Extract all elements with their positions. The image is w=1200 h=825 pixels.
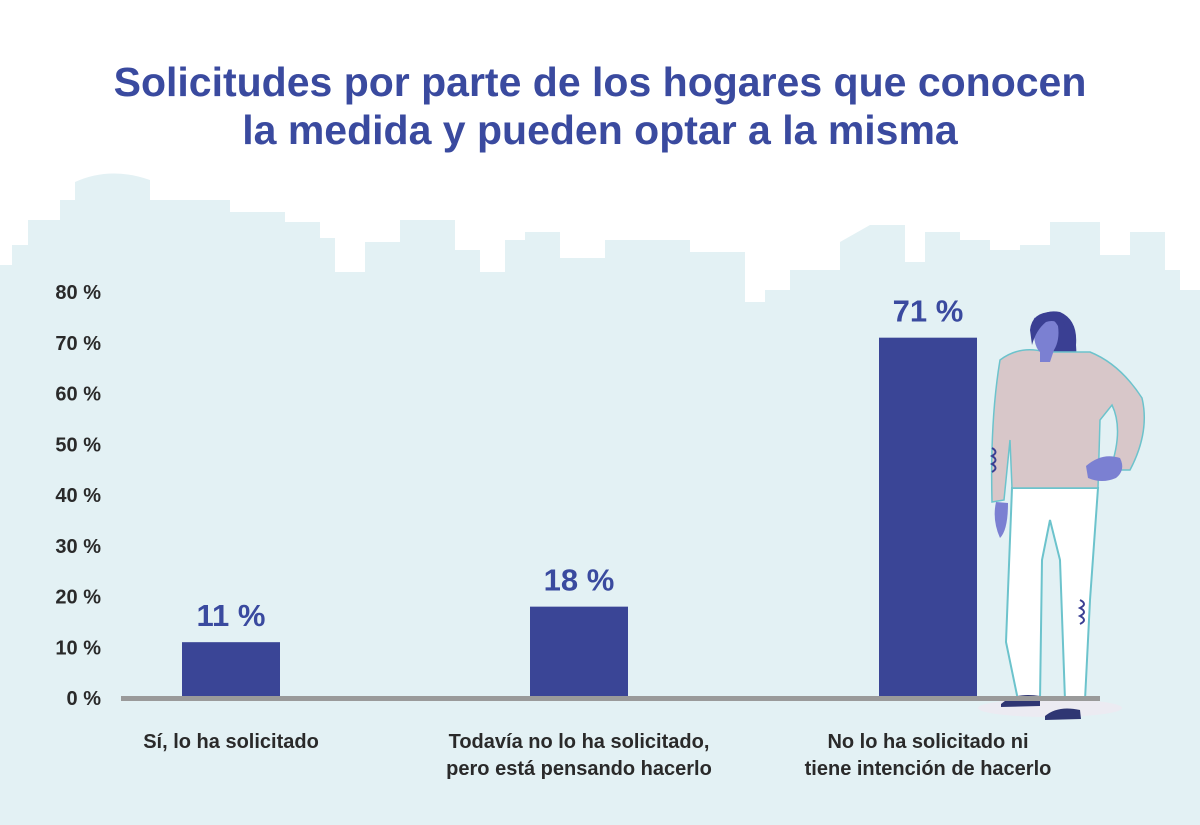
x-axis-baseline [121,696,1100,701]
y-tick-label: 50 % [55,434,101,456]
x-category-label: pero está pensando hacerlo [446,758,712,780]
x-category-label: No lo ha solicitado ni [827,731,1028,753]
y-tick-label: 20 % [55,587,101,609]
y-tick-label: 70 % [55,333,101,355]
bar-value-label: 18 % [544,563,615,598]
y-axis: 0 % 10 % 20 % 30 % 40 % 50 % 60 % 70 % 80 % [55,282,101,710]
x-category-label: Sí, lo ha solicitado [143,731,319,753]
bar-value-label: 71 % [893,294,964,329]
bars: 11 % 18 % 71 % [182,294,977,698]
chart-title-line-2: la medida y pueden optar a la misma [242,107,958,153]
bar [879,337,977,698]
x-axis-labels: Sí, lo ha solicitado Todavía no lo ha sol… [143,731,1051,780]
bar-value-label: 11 % [197,598,266,633]
y-tick-label: 0 % [67,688,102,710]
y-tick-label: 60 % [55,384,101,406]
y-tick-label: 40 % [55,485,101,507]
x-category-label: tiene intención de hacerlo [805,758,1052,780]
chart-title-line-1: Solicitudes por parte de los hogares que… [113,59,1087,105]
y-tick-label: 10 % [55,637,101,659]
bar [530,606,628,698]
y-tick-label: 80 % [55,282,101,304]
y-tick-label: 30 % [55,536,101,558]
bar [182,642,280,698]
x-category-label: Todavía no lo ha solicitado, [449,731,710,753]
chart-title: Solicitudes por parte de los hogares que… [0,58,1200,154]
woman-illustration [978,311,1145,720]
